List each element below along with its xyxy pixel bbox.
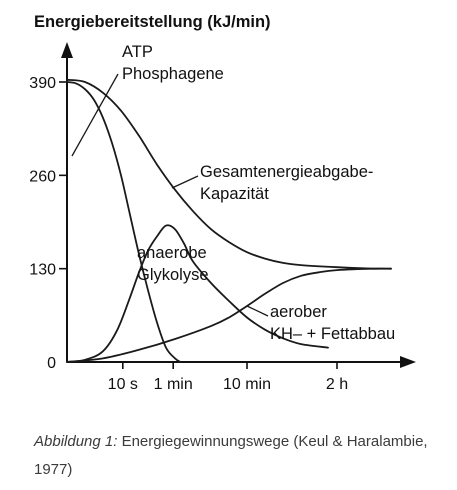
label-gesamt-line1: Gesamtenergieabgabe- <box>200 163 373 181</box>
y-tick-label: 260 <box>29 168 56 185</box>
figure-caption: Abbildung 1: Energiegewinnungswege (Keul… <box>34 428 444 484</box>
y-tick-label: 0 <box>47 355 56 372</box>
label-glykolyse-line2: Glykolyse <box>137 266 209 284</box>
y-tick-label: 130 <box>29 262 56 279</box>
energy-supply-chart: Energiebereitstellung (kJ/min) 390 260 130… <box>29 13 416 393</box>
chart-title: Energiebereitstellung (kJ/min) <box>34 13 271 31</box>
y-axis-arrow <box>61 42 73 58</box>
label-atp-line1: ATP <box>122 43 153 61</box>
leader-aerob <box>246 305 269 317</box>
x-axis-arrow <box>400 356 416 368</box>
leader-atp <box>71 73 119 157</box>
label-aerob-line2: KH– + Fettabbau <box>270 325 395 343</box>
label-aerob-line1: aerober <box>270 303 327 321</box>
x-tick-label: 10 s <box>108 376 138 393</box>
label-glykolyse-line1: anaerobe <box>137 244 207 262</box>
curve-anaerobe-glykolyse <box>66 224 329 363</box>
curve-atp-phosphagene <box>66 81 182 363</box>
curve-aerober-abbau <box>66 267 392 363</box>
leader-gesamt <box>171 175 199 189</box>
curve-gesamtenergieabgabe <box>66 78 392 270</box>
label-atp-line2: Phosphagene <box>122 65 224 83</box>
x-tick-label: 10 min <box>223 376 271 393</box>
y-tick-group: 390 260 130 0 <box>29 75 67 372</box>
series-curves <box>66 78 392 363</box>
caption-text: Energiegewinnungswege (Keul & Haralambie… <box>34 433 428 478</box>
x-tick-label: 1 min <box>154 376 193 393</box>
caption-label: Abbildung 1: <box>34 433 118 450</box>
y-tick-label: 390 <box>29 75 56 92</box>
x-tick-group: 10 s 1 min 10 min 2 h <box>108 362 348 393</box>
label-gesamt-line2: Kapazität <box>200 185 269 203</box>
x-tick-label: 2 h <box>326 376 348 393</box>
